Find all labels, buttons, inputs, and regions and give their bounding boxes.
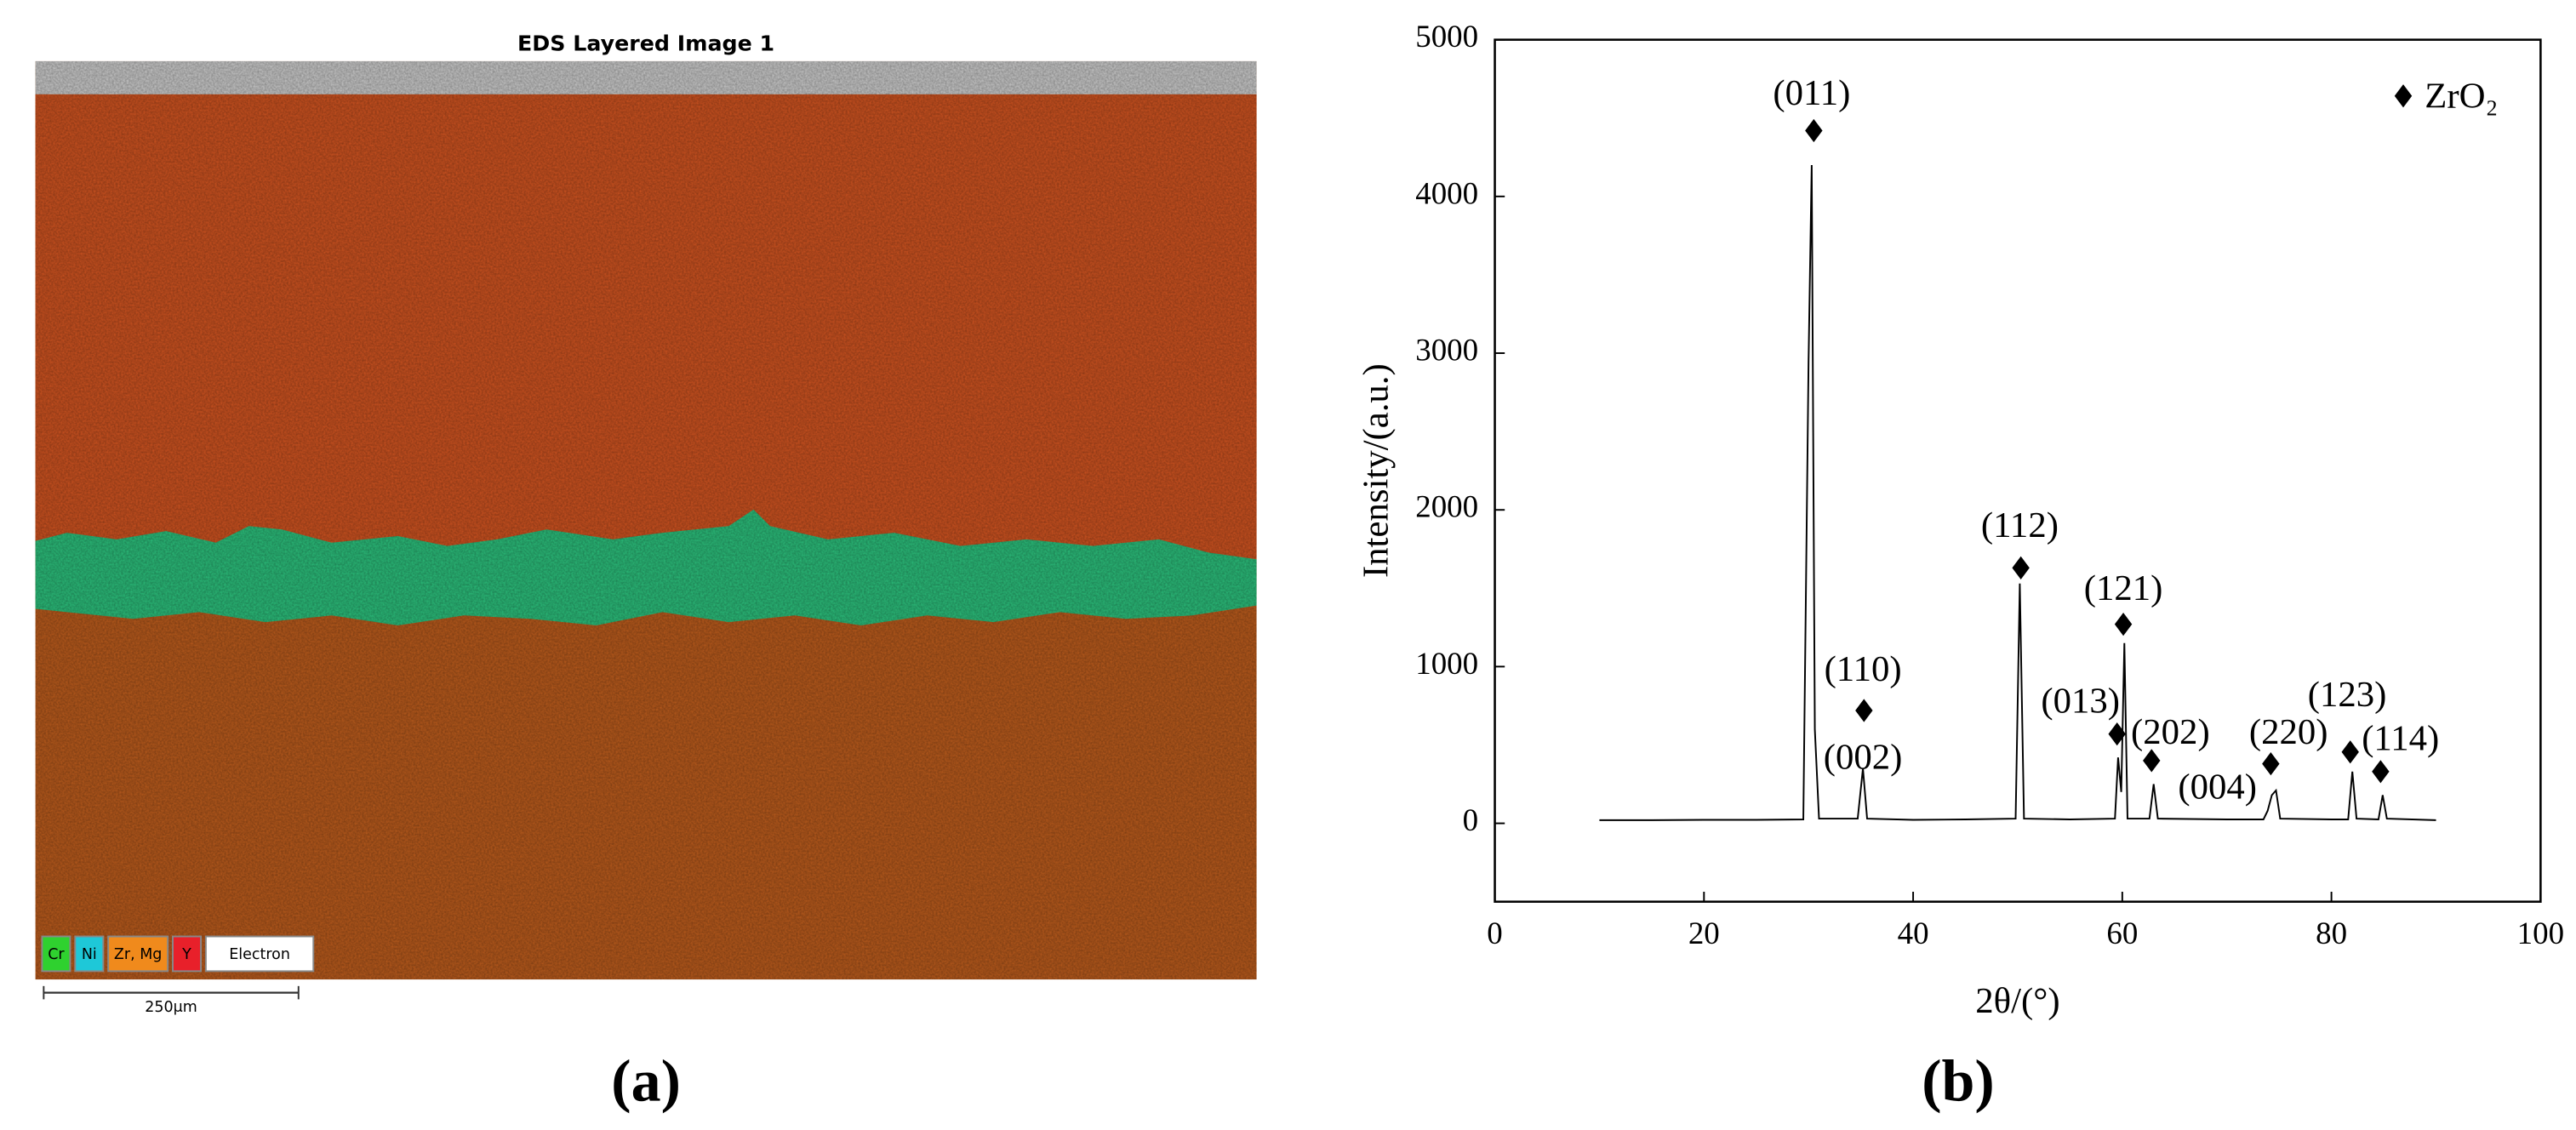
zro2-marker <box>1855 699 1873 722</box>
peak-label: (220) <box>2249 712 2328 752</box>
eds-title: EDS Layered Image 1 <box>517 31 774 55</box>
y-tick-label: 2000 <box>1415 489 1478 524</box>
eds-legend-label: Zr, Mg <box>114 946 162 963</box>
xrd-chart: 0 20 40 60 80 1000100020003000400050002θ/(°)I… <box>1356 19 2564 1021</box>
zro2-marker <box>2341 740 2359 764</box>
y-tick-label: 4000 <box>1415 175 1478 210</box>
peak-label: (121) <box>2084 568 2163 608</box>
x-tick-label: 20 <box>1688 916 1720 950</box>
eds-legend-box <box>204 935 315 973</box>
peak-label: (011) <box>1773 73 1850 113</box>
y-tick-label: 3000 <box>1415 333 1478 368</box>
zro2-marker <box>2143 749 2161 773</box>
legend-label: ZrO₂ <box>2425 76 2498 116</box>
zro2-marker <box>2114 613 2133 636</box>
peak-label: (202) <box>2131 712 2210 752</box>
eds-legend-label: Ni <box>82 946 97 963</box>
peak-label: (112) <box>1981 505 2059 545</box>
y-tick-label: 1000 <box>1415 646 1478 681</box>
zro2-marker <box>2012 556 2030 579</box>
peak-label: (013) <box>2041 681 2120 721</box>
x-axis-label: 2θ/(°) <box>1975 981 2059 1021</box>
eds-panel: EDS Layered Image 1 Cr Ni Zr, Mg Y Electron … <box>35 31 1257 1016</box>
zro2-marker <box>2262 751 2280 776</box>
peak-label: (110) <box>1825 649 1902 689</box>
x-tick-label: 0 <box>1487 916 1502 950</box>
x-tick-label: 80 <box>2316 916 2347 950</box>
plot-frame <box>1494 38 2542 903</box>
peak-label: (123) <box>2308 675 2387 715</box>
peak-label: (002) <box>1824 738 1903 778</box>
x-tick-label: 40 <box>1898 916 1929 950</box>
legend-marker <box>2394 84 2413 108</box>
xrd-line <box>1599 164 2436 821</box>
x-tick-label: 60 <box>2106 916 2138 950</box>
eds-legend-label: Cr <box>48 946 65 963</box>
y-tick-label: 0 <box>1463 802 1478 837</box>
scale-bar-label: 250μm <box>145 999 197 1016</box>
peak-label: (114) <box>2362 719 2439 759</box>
eds-legend-label: Electron <box>229 946 290 963</box>
peak-label: (004) <box>2178 768 2257 808</box>
eds-legend-box <box>74 935 105 973</box>
eds-texture <box>35 60 1257 980</box>
zro2-marker <box>2108 722 2126 746</box>
eds-legend-label: Y <box>181 946 191 963</box>
panel-label: (a) <box>611 1049 681 1115</box>
x-tick-label: 100 <box>2517 916 2564 950</box>
eds-legend-box <box>172 935 203 973</box>
y-axis-label: Intensity/(a.u.) <box>1356 363 1396 578</box>
eds-legend-box <box>41 935 71 973</box>
y-tick-label: 5000 <box>1415 19 1478 54</box>
zro2-marker <box>1805 118 1823 143</box>
eds-legend-box <box>107 935 169 973</box>
zro2-marker <box>2372 760 2390 784</box>
eds-legend: Cr Ni Zr, Mg Y Electron <box>41 935 315 973</box>
panel-label: (b) <box>1922 1049 1995 1115</box>
